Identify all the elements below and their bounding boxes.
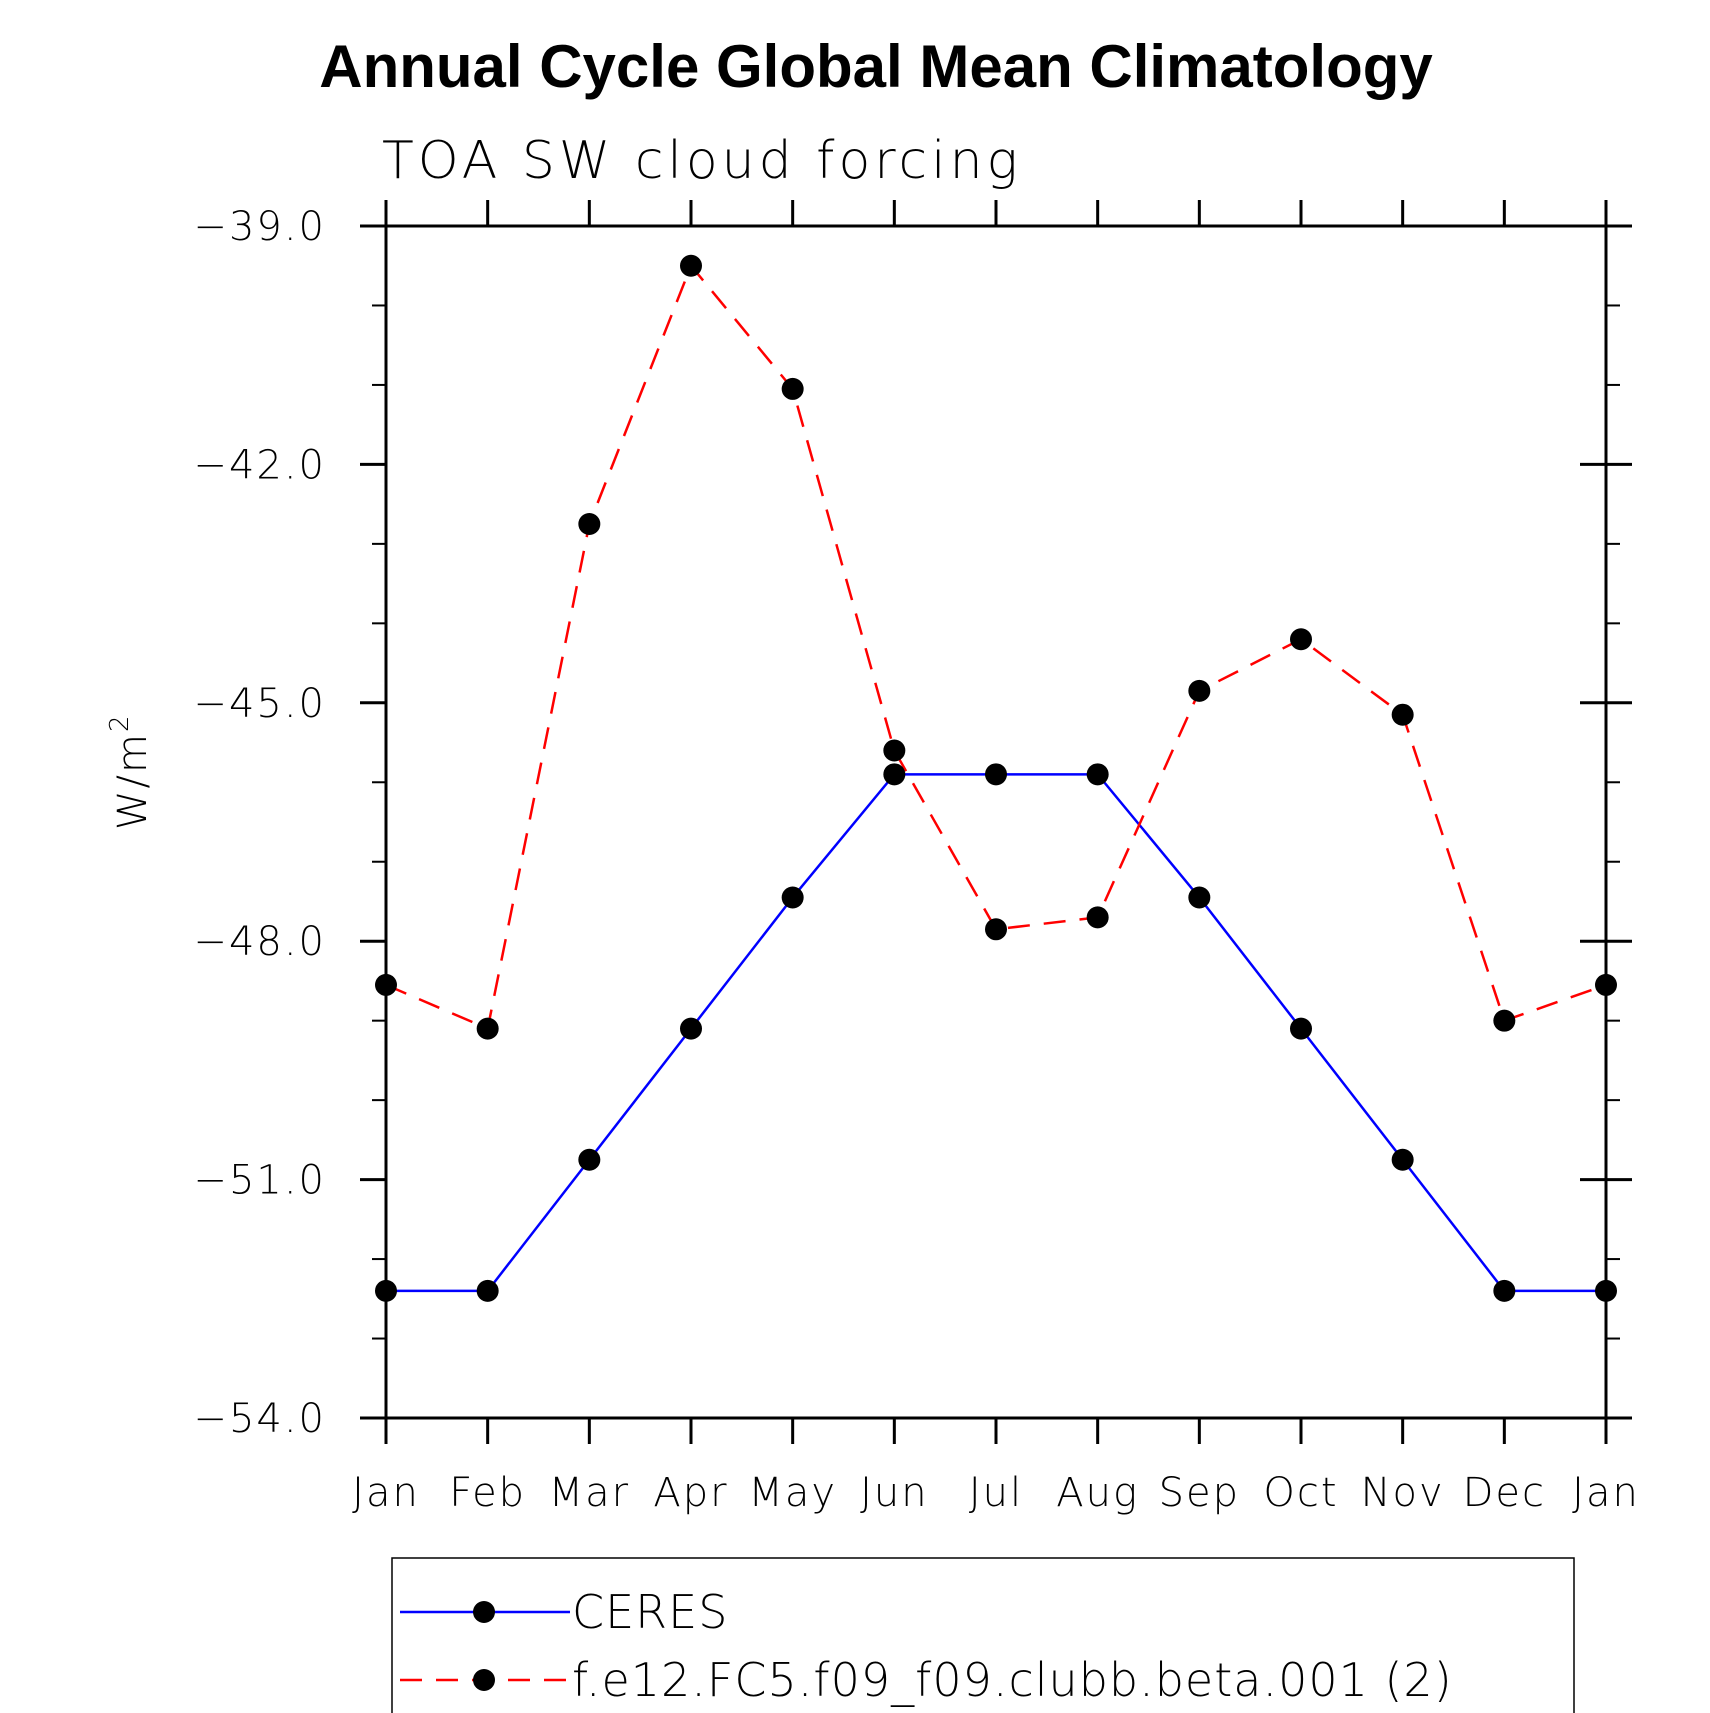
x-tick-label: Jan [352, 1470, 420, 1516]
x-tick-label: May [748, 1470, 837, 1516]
x-tick-label: Jun [860, 1470, 929, 1516]
data-point-series-1 [1595, 1279, 1617, 1302]
legend-label-2: f.e12.FC5.f09_f09.clubb.beta.001 (2) [572, 1653, 1453, 1707]
legend-marker-1 [473, 1601, 495, 1623]
data-point-series-1 [578, 1148, 601, 1171]
data-point-series-2 [476, 1017, 499, 1040]
data-point-series-2 [578, 513, 601, 535]
y-tick-label: −48.0 [193, 919, 326, 965]
x-tick-label: Aug [1056, 1470, 1139, 1516]
ticks-layer [360, 200, 1632, 1444]
x-tick-label: Jul [969, 1470, 1023, 1516]
y-axis-label: W/m2 [105, 713, 156, 830]
y-tick-label: −39.0 [193, 204, 326, 250]
x-tick-label: Apr [653, 1470, 728, 1516]
legend-box [391, 1557, 1575, 1713]
x-tick-label: Oct [1263, 1470, 1338, 1516]
x-tick-label: Jan [1572, 1470, 1640, 1516]
plot-frame [384, 224, 1608, 1420]
data-point-series-2 [781, 377, 804, 400]
y-axis-label-main: W/m [110, 732, 156, 830]
series-line-1 [386, 773, 1606, 1293]
data-point-series-2 [985, 918, 1007, 941]
data-point-series-2 [1290, 628, 1312, 651]
data-point-series-2 [375, 973, 397, 996]
data-point-series-1 [1290, 1017, 1312, 1040]
legend: CERES f.e12.FC5.f09_f09.clubb.beta.001 (2… [391, 1557, 1575, 1713]
data-point-series-1 [1086, 763, 1109, 786]
data-point-series-2 [883, 739, 906, 762]
data-point-series-1 [1493, 1279, 1516, 1302]
x-tick-label: Mar [549, 1470, 630, 1516]
x-tick-label: Nov [1361, 1470, 1445, 1516]
chart-subtitle: TOA SW cloud forcing [382, 131, 1022, 191]
y-tick-label: −54.0 [193, 1396, 326, 1442]
plot-border [384, 224, 1608, 1420]
x-tick-label: Sep [1159, 1470, 1240, 1516]
y-axis-label-superscript: 2 [105, 713, 135, 732]
y-tick-label: −45.0 [193, 681, 326, 727]
legend-marker-2 [473, 1669, 495, 1691]
data-point-series-1 [1391, 1148, 1414, 1171]
legend-entries: CERES f.e12.FC5.f09_f09.clubb.beta.001 (2… [400, 1585, 1453, 1707]
chart-title: Annual Cycle Global Mean Climatology [319, 33, 1433, 100]
y-tick-label: −42.0 [193, 442, 326, 488]
series-line-2 [385, 263, 1607, 1031]
data-point-series-1 [476, 1279, 499, 1302]
data-point-series-2 [1595, 973, 1617, 996]
data-point-series-1 [1188, 886, 1211, 909]
data-point-series-2 [1493, 1009, 1516, 1032]
data-point-series-1 [680, 1017, 702, 1040]
legend-label-1: CERES [572, 1585, 728, 1639]
data-point-series-2 [680, 254, 702, 277]
data-point-series-2 [1391, 703, 1414, 726]
data-point-series-2 [1086, 906, 1109, 929]
x-tick-label: Dec [1463, 1470, 1546, 1516]
x-tick-label: Feb [449, 1470, 526, 1516]
data-point-series-2 [1188, 679, 1211, 702]
tick-labels-layer: Jan Feb Mar Apr May Jun Jul Aug Sep Oct Nov Dec Jan−… [193, 204, 1640, 1516]
data-point-series-1 [985, 763, 1007, 786]
data-point-series-1 [883, 763, 906, 786]
svg-text:W/m2: W/m2 [105, 713, 156, 830]
data-point-series-1 [375, 1279, 397, 1302]
y-tick-label: −51.0 [193, 1158, 326, 1204]
data-point-series-1 [781, 886, 804, 909]
series-layer [375, 254, 1617, 1302]
